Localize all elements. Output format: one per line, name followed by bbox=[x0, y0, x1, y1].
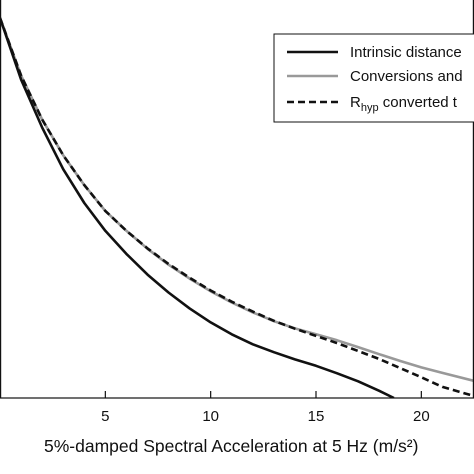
plot-frame bbox=[0, 0, 474, 399]
legend-box bbox=[273, 33, 474, 123]
series-layer bbox=[0, 17, 474, 398]
x-axis: 5 10 15 20 bbox=[101, 391, 430, 425]
x-tick-label: 10 bbox=[202, 408, 219, 425]
x-tick-label: 20 bbox=[413, 408, 430, 425]
legend-label-3: Rhyp converted t bbox=[350, 94, 458, 114]
x-tick-label: 5 bbox=[101, 408, 109, 425]
x-tick-label: 15 bbox=[308, 408, 325, 425]
legend-label-1: Intrinsic distance bbox=[350, 44, 462, 61]
legend: Intrinsic distance Conversions and Rhyp co… bbox=[273, 33, 474, 123]
series-line-1 bbox=[0, 17, 395, 398]
legend-label-2: Conversions and bbox=[350, 68, 463, 85]
x-axis-label: 5%-damped Spectral Acceleration at 5 Hz … bbox=[44, 436, 418, 456]
series-line-3 bbox=[0, 17, 474, 398]
